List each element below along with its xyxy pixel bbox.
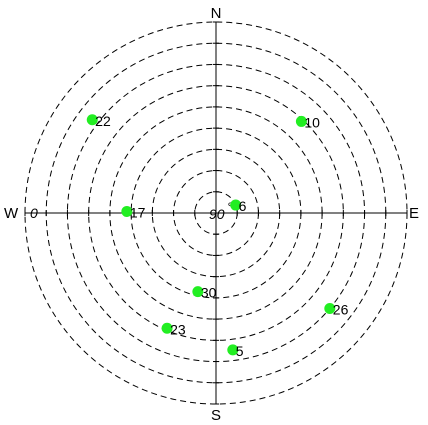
satellite-label: 30: [201, 285, 217, 301]
satellite-marker: [86, 114, 98, 126]
satellite-label: 23: [170, 321, 186, 337]
axis-ticks: [24, 21, 408, 405]
satellite-label: 22: [95, 113, 111, 129]
compass-east-label: E: [409, 205, 419, 222]
satellite-marker: [230, 199, 242, 211]
satellite-marker: [161, 322, 173, 334]
zenith-elevation-label: 90: [209, 206, 225, 222]
zenith-degree-sign: °: [227, 199, 233, 215]
satellite-label: 10: [304, 114, 320, 130]
compass-south-label: S: [211, 407, 221, 424]
satellite-label: 17: [130, 204, 146, 220]
satellite-marker: [121, 205, 133, 217]
satellite-marker: [324, 302, 336, 314]
compass-west-label: W: [4, 205, 19, 222]
satellite-points: 6 10 22 17 30 26 23 5: [86, 113, 349, 359]
satellite-label: 26: [333, 301, 349, 317]
satellite-label: 6: [239, 198, 247, 214]
horizon-elevation-label: 0: [30, 205, 38, 221]
satellite-marker: [227, 344, 239, 356]
satellite-marker: [192, 286, 204, 298]
satellite-marker: [295, 115, 307, 127]
compass-north-label: N: [211, 5, 222, 22]
satellite-label: 5: [236, 343, 244, 359]
